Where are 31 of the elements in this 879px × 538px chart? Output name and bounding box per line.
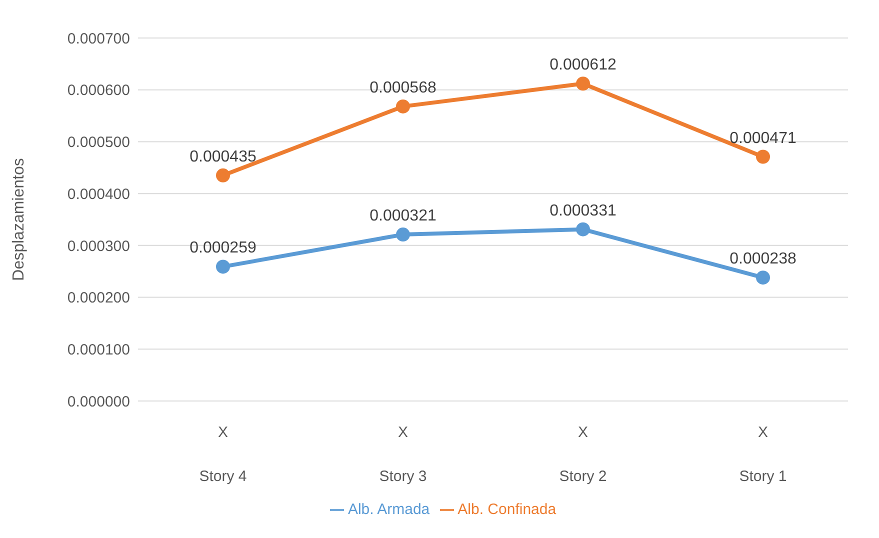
category-label: X Story 4 — [199, 424, 247, 485]
y-tick-label: 0.000500 — [67, 134, 130, 152]
y-tick-label: 0.000100 — [67, 341, 130, 358]
y-tick-label: 0.000300 — [67, 238, 130, 255]
category-label: X Story 2 — [559, 424, 607, 485]
data-label: 0.000321 — [370, 208, 436, 225]
category-label: X Story 1 — [739, 424, 787, 485]
data-label: 0.000568 — [370, 79, 436, 96]
y-tick-label: 0.000200 — [67, 290, 130, 307]
data-label: 0.000435 — [190, 148, 256, 166]
point — [756, 270, 770, 285]
y-tick-label: 0.000400 — [67, 186, 130, 203]
point — [396, 228, 410, 242]
y-tick-label: 0.000700 — [67, 30, 130, 48]
data-label: 0.000238 — [730, 250, 796, 268]
point — [216, 168, 230, 182]
y-tick-label: 0.000000 — [67, 393, 130, 410]
legend-label: Alb. Confinada — [458, 501, 556, 518]
point — [576, 222, 590, 236]
point — [756, 150, 770, 164]
y-tick-label: 0.000600 — [67, 82, 130, 100]
point — [216, 260, 230, 274]
data-label: 0.000259 — [190, 240, 256, 257]
point — [576, 76, 590, 91]
y-axis-title: Desplazamientos — [10, 158, 28, 281]
point — [396, 99, 410, 114]
data-label: 0.000471 — [730, 130, 796, 147]
data-label: 0.000612 — [550, 56, 616, 74]
category-label: X Story 3 — [379, 424, 427, 485]
legend-label: Alb. Armada — [348, 501, 430, 518]
data-label: 0.000331 — [550, 202, 616, 220]
